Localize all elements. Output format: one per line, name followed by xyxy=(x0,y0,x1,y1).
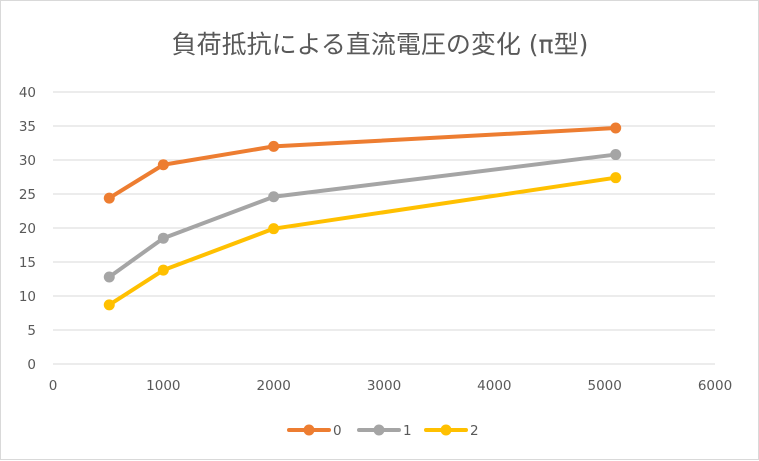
y-tick-label: 5 xyxy=(27,323,36,339)
legend-label-2: 2 xyxy=(470,423,479,439)
y-tick-label: 20 xyxy=(19,221,36,237)
legend-label-1: 1 xyxy=(403,423,412,439)
legend-marker-0 xyxy=(303,424,315,436)
data-point-0 xyxy=(610,122,622,134)
y-tick-label: 0 xyxy=(27,357,36,373)
x-tick-label: 2000 xyxy=(256,378,290,394)
y-tick-label: 25 xyxy=(19,187,36,203)
series-line-2 xyxy=(107,175,618,307)
x-tick-label: 6000 xyxy=(698,378,732,394)
data-point-1 xyxy=(268,191,280,203)
data-point-0 xyxy=(268,140,280,152)
data-point-2 xyxy=(157,264,169,276)
chart-title: 負荷抵抗による直流電圧の変化 (π型) xyxy=(172,30,589,59)
y-tick-label: 35 xyxy=(19,119,36,135)
x-tick-label: 3000 xyxy=(367,378,401,394)
series-lines xyxy=(103,122,622,311)
legend-marker-1 xyxy=(373,424,385,436)
data-point-2 xyxy=(268,223,280,235)
data-point-2 xyxy=(103,299,115,311)
axes: 0 5 10 15 20 25 30 35 40 0 1000 2000 3000 4000 5000 600… xyxy=(19,85,732,394)
legend: 0 1 2 xyxy=(287,423,479,439)
x-tick-label: 1000 xyxy=(146,378,180,394)
x-tick-label: 4000 xyxy=(477,378,511,394)
y-tick-label: 15 xyxy=(19,255,36,271)
x-tick-label: 0 xyxy=(49,378,58,394)
x-tick-label: 5000 xyxy=(587,378,621,394)
series-line-0 xyxy=(107,126,618,201)
series-line-1 xyxy=(107,152,618,279)
data-point-1 xyxy=(103,271,115,283)
data-point-0 xyxy=(103,192,115,204)
data-point-1 xyxy=(157,232,169,244)
y-tick-label: 40 xyxy=(19,85,36,101)
data-point-2 xyxy=(610,172,622,184)
y-tick-label: 30 xyxy=(19,153,36,169)
legend-marker-2 xyxy=(440,424,452,436)
legend-label-0: 0 xyxy=(333,423,342,439)
data-point-0 xyxy=(157,159,169,171)
y-tick-label: 10 xyxy=(19,289,36,305)
data-point-1 xyxy=(610,149,622,161)
